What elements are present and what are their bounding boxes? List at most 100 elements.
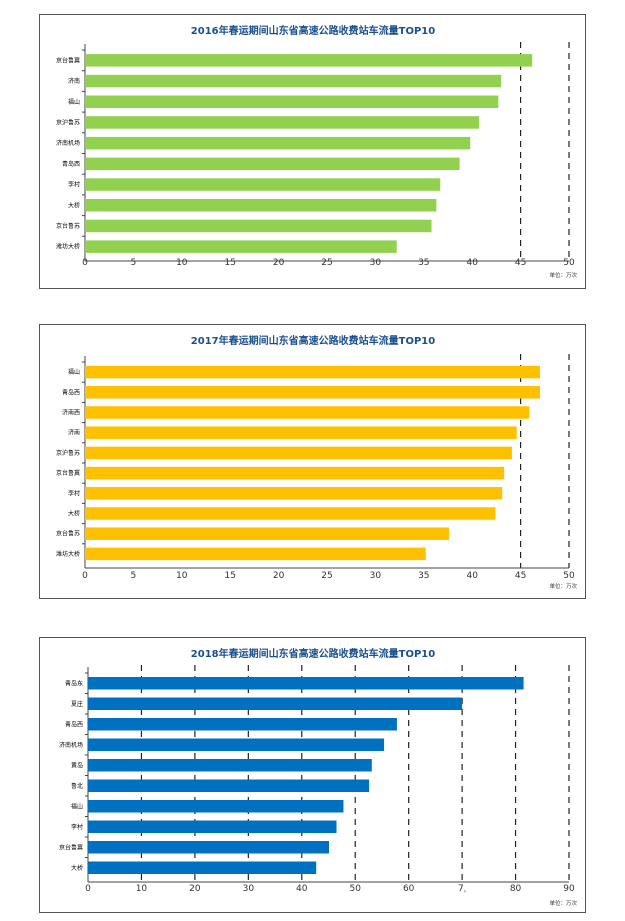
x-tick-label: 7ˌ	[458, 884, 466, 894]
x-tick-label: 50	[563, 571, 575, 581]
x-tick-label: 10	[136, 884, 148, 894]
category-label: 福山	[71, 802, 83, 810]
bar	[85, 386, 540, 399]
chart-panel-2017: 2017年春运期间山东省高速公路收费站车流量TOP10 福山青岛西济南西济南京沪鲁…	[39, 324, 586, 599]
chart-title: 2017年春运期间山东省高速公路收费站车流量TOP10	[191, 334, 435, 347]
category-label: 京台鲁冀	[59, 843, 83, 851]
chart-title: 2016年春运期间山东省高速公路收费站车流量TOP10	[191, 24, 435, 37]
bar	[85, 157, 460, 171]
bar	[85, 240, 397, 253]
x-tick-label: 50	[349, 884, 361, 894]
x-tick-label: 15	[224, 258, 235, 268]
x-tick-label: 10	[176, 258, 188, 268]
x-tick-label: 50	[563, 258, 575, 268]
category-label: 大桥	[68, 510, 80, 518]
category-label: 京台鲁冀	[56, 469, 80, 477]
category-label: 济南	[68, 77, 80, 85]
category-label: 京沪鲁苏	[56, 449, 80, 457]
bar	[88, 677, 524, 690]
category-label: 青岛西	[62, 388, 80, 396]
category-label: 福山	[68, 98, 80, 106]
category-label: 济南机场	[59, 741, 83, 749]
bar	[88, 841, 330, 854]
bar	[85, 487, 503, 500]
category-label: 济南机场	[56, 139, 80, 147]
x-tick-label: 30	[370, 258, 382, 268]
category-label: 青岛西	[62, 160, 80, 168]
x-tick-label: 30	[370, 571, 382, 581]
x-tick-label: 20	[273, 258, 285, 268]
category-label: 济南	[68, 429, 80, 437]
bar	[85, 74, 502, 88]
x-tick-label: 5	[131, 571, 137, 581]
bar	[85, 219, 432, 233]
bar	[85, 426, 517, 439]
category-label: 李村	[71, 823, 83, 831]
bar	[85, 365, 540, 379]
chart-2017: 2017年春运期间山东省高速公路收费站车流量TOP10 福山青岛西济南西济南京沪鲁…	[56, 334, 578, 590]
category-label: 夏庄	[71, 700, 83, 708]
x-tick-label: 25	[321, 258, 332, 268]
category-label: 青岛西	[65, 720, 83, 728]
chart-title: 2018年春运期间山东省高速公路收费站车流量TOP10	[191, 647, 435, 660]
x-tick-label: 40	[466, 258, 478, 268]
unit-label: 单位：万次	[549, 271, 577, 279]
bar	[88, 697, 463, 710]
x-tick-label: 30	[243, 884, 255, 894]
category-label: 大桥	[68, 201, 80, 209]
x-tick-label: 40	[296, 884, 308, 894]
x-tick-label: 35	[418, 258, 429, 268]
x-tick-label: 20	[189, 884, 201, 894]
category-label: 京台鲁苏	[56, 530, 80, 538]
x-tick-label: 40	[466, 571, 478, 581]
category-label: 京沪鲁苏	[56, 118, 80, 126]
chart-panel-2018: 2018年春运期间山东省高速公路收费站车流量TOP10 青岛东夏庄青岛西济南机场黄…	[39, 637, 586, 913]
category-label: 青岛东	[65, 679, 83, 687]
x-tick-label: 35	[418, 571, 429, 581]
bar	[88, 861, 317, 874]
category-label: 潍坊大桥	[56, 243, 80, 251]
bar	[85, 527, 449, 540]
bar	[88, 779, 370, 792]
bar	[85, 199, 437, 212]
category-label: 京台鲁冀	[56, 56, 80, 64]
chart-panel-2016: 2016年春运期间山东省高速公路收费站车流量TOP10 京台鲁冀济南福山京沪鲁苏济…	[39, 14, 586, 289]
x-tick-label: 0	[82, 571, 88, 581]
bar	[85, 466, 505, 480]
category-label: 福山	[68, 368, 80, 376]
category-label: 京台鲁苏	[56, 222, 80, 230]
bar	[85, 406, 530, 419]
x-tick-label: 0	[85, 884, 91, 894]
bar	[85, 446, 512, 460]
bar	[88, 800, 344, 813]
x-tick-label: 25	[321, 571, 332, 581]
unit-label: 单位：万次	[549, 899, 577, 907]
category-label: 黄岛	[71, 761, 83, 769]
bar	[85, 507, 496, 520]
x-tick-label: 0	[82, 258, 88, 268]
x-tick-label: 80	[510, 884, 522, 894]
category-label: 李村	[68, 489, 80, 497]
category-label: 济南西	[62, 409, 80, 417]
x-tick-label: 15	[224, 571, 235, 581]
bar	[85, 95, 499, 108]
bar	[88, 718, 397, 731]
chart-2018: 2018年春运期间山东省高速公路收费站车流量TOP10 青岛东夏庄青岛西济南机场黄…	[59, 647, 578, 907]
x-tick-label: 10	[176, 571, 188, 581]
bar	[85, 116, 479, 129]
unit-label: 单位：万次	[549, 582, 577, 590]
bar	[88, 820, 337, 833]
bar	[85, 178, 441, 191]
chart-2016: 2016年春运期间山东省高速公路收费站车流量TOP10 京台鲁冀济南福山京沪鲁苏济…	[56, 24, 578, 279]
category-label: 鲁北	[71, 782, 83, 790]
category-label: 大桥	[71, 864, 83, 872]
bar	[85, 547, 426, 561]
bar	[85, 54, 533, 67]
x-tick-label: 5	[131, 258, 137, 268]
bar	[88, 759, 372, 772]
bar	[85, 136, 471, 150]
x-tick-label: 20	[273, 571, 285, 581]
category-label: 潍坊大桥	[56, 550, 80, 558]
x-tick-label: 60	[403, 884, 415, 894]
x-tick-label: 90	[563, 884, 575, 894]
